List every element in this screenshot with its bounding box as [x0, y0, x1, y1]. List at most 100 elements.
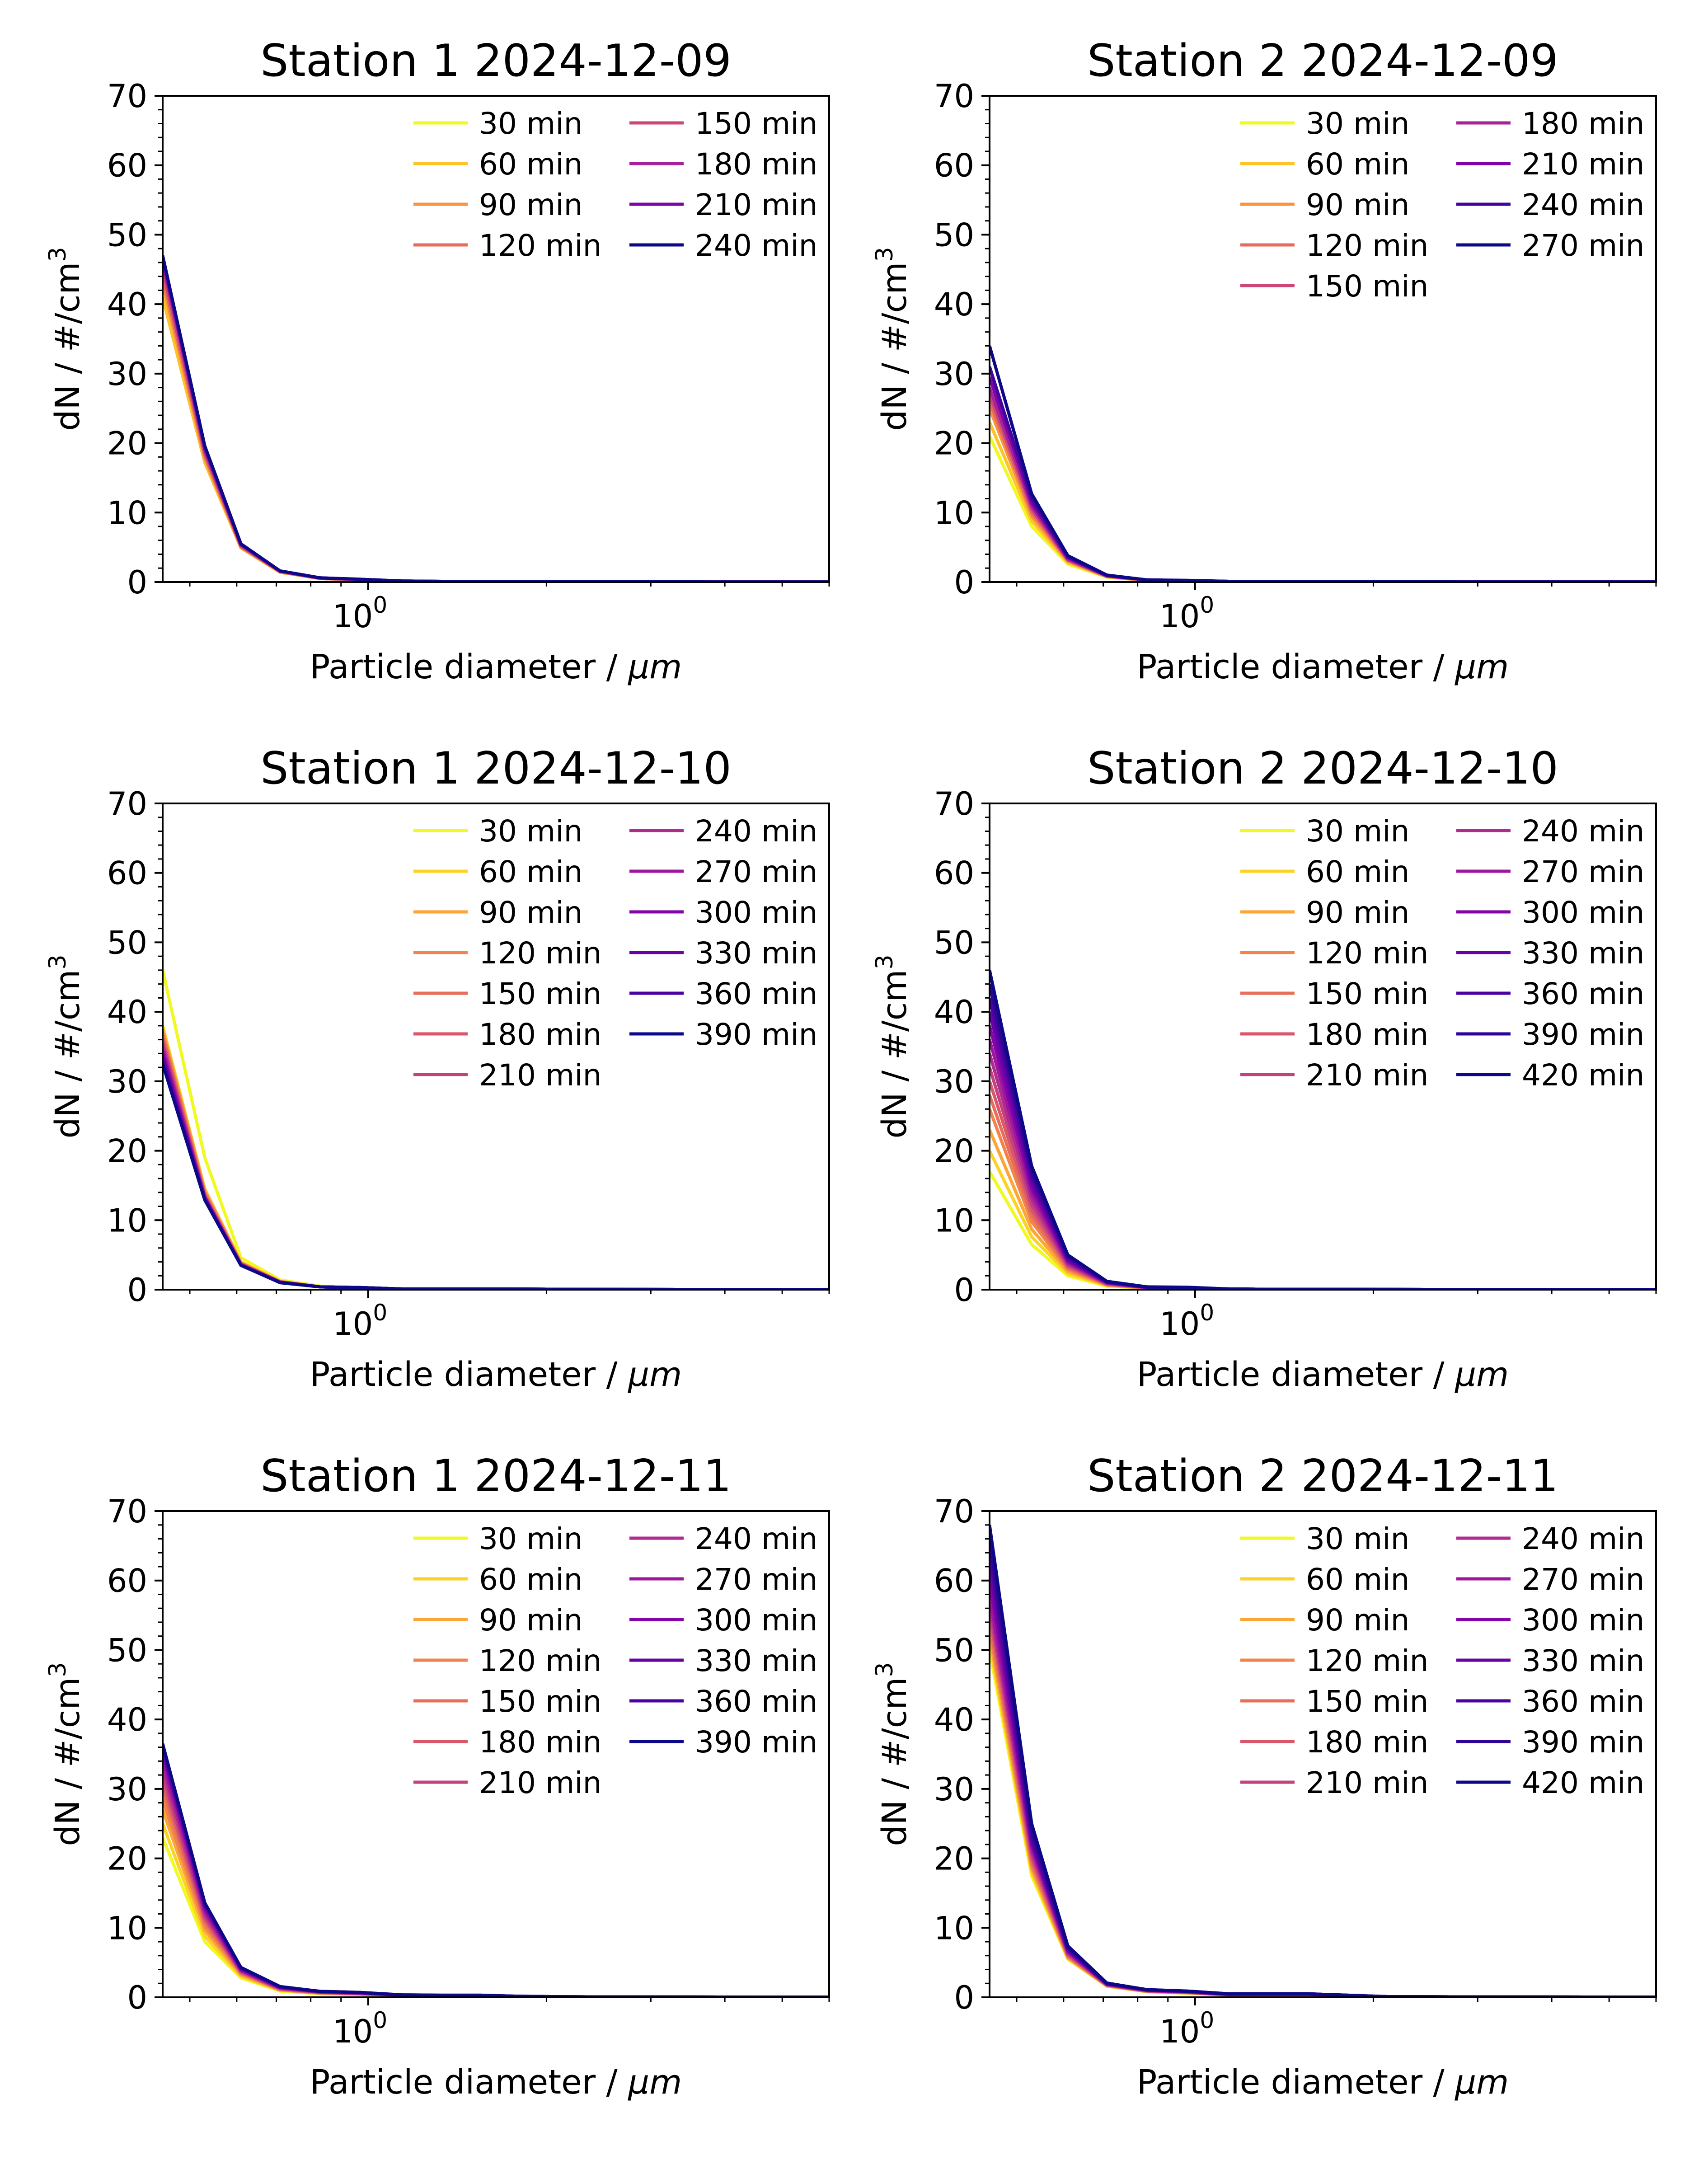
legend-label: 240 min — [695, 814, 817, 849]
legend-item: 330 min — [1456, 936, 1644, 971]
y-tick-label: 50 — [107, 924, 147, 961]
legend-label: 180 min — [479, 1725, 601, 1760]
y-tick-label: 20 — [107, 425, 147, 462]
chart-panel: Station 1 2024-12-10010203040506070100Pa… — [44, 743, 830, 1394]
y-tick-label: 30 — [107, 1063, 147, 1100]
x-axis-label: Particle diameter / μm — [310, 2063, 682, 2102]
y-tick-label: 50 — [934, 1632, 974, 1669]
legend-label: 390 min — [695, 1017, 817, 1052]
legend-label: 120 min — [1306, 1643, 1428, 1678]
legend-label: 390 min — [695, 1725, 817, 1760]
legend-label: 60 min — [1306, 147, 1409, 182]
legend-label: 360 min — [695, 1684, 817, 1719]
legend-item: 270 min — [1456, 228, 1644, 263]
legend-label: 90 min — [479, 188, 582, 222]
legend-label: 150 min — [479, 977, 601, 1011]
legend-item: 330 min — [629, 936, 817, 971]
legend-item: 120 min — [1240, 228, 1428, 263]
legend-item: 300 min — [629, 895, 817, 930]
legend-item: 240 min — [1456, 814, 1644, 849]
axes-frame — [989, 1510, 1657, 1998]
legend-item: 360 min — [1456, 977, 1644, 1011]
legend-item: 180 min — [629, 147, 817, 182]
legend-label: 30 min — [479, 106, 582, 141]
y-tick-label: 60 — [107, 855, 147, 892]
legend-item: 180 min — [413, 1725, 601, 1760]
chart-title: Station 2 2024-12-11 — [1087, 1451, 1558, 1502]
y-tick-label: 30 — [107, 356, 147, 393]
legend-label: 390 min — [1522, 1017, 1644, 1052]
x-tick-exponent: 0 — [1200, 2007, 1214, 2033]
legend-item: 90 min — [1240, 1603, 1409, 1638]
y-tick-label: 0 — [954, 1979, 974, 2016]
legend-label: 180 min — [1522, 106, 1644, 141]
legend-item: 240 min — [1456, 188, 1644, 222]
legend-label: 150 min — [1306, 1684, 1428, 1719]
y-axis-label-text: dN / #/cm — [875, 970, 914, 1139]
y-tick-label: 20 — [107, 1133, 147, 1170]
legend-item: 360 min — [629, 977, 817, 1011]
legend-item: 330 min — [629, 1643, 817, 1678]
legend-item: 30 min — [1240, 814, 1409, 849]
y-tick-label: 30 — [107, 1771, 147, 1808]
legend-label: 330 min — [695, 1643, 817, 1678]
y-tick-label: 50 — [107, 216, 147, 254]
legend-item: 60 min — [413, 854, 582, 889]
chart-panel: Station 2 2024-12-09010203040506070100Pa… — [871, 35, 1657, 686]
legend-label: 60 min — [1306, 854, 1409, 889]
legend-item: 420 min — [1456, 1765, 1644, 1800]
legend-item: 270 min — [1456, 854, 1644, 889]
y-tick-label: 70 — [107, 785, 147, 822]
y-tick-label: 20 — [107, 1840, 147, 1878]
legend-label: 60 min — [479, 1562, 582, 1597]
legend-item: 30 min — [413, 814, 582, 849]
y-axis-label-text: dN / #/cm — [875, 1677, 914, 1846]
y-tick-label: 40 — [934, 994, 974, 1031]
legend-item: 120 min — [413, 936, 601, 971]
y-tick-label: 10 — [107, 494, 147, 531]
legend-label: 420 min — [1522, 1765, 1644, 1800]
legend-item: 90 min — [1240, 188, 1409, 222]
legend-item: 60 min — [1240, 147, 1409, 182]
legend-item: 270 min — [1456, 1562, 1644, 1597]
x-tick-exponent: 0 — [1200, 592, 1214, 618]
y-axis-label-text: dN / #/cm — [48, 970, 87, 1139]
legend-label: 90 min — [1306, 188, 1409, 222]
x-axis-label-unit: μm — [1455, 2063, 1509, 2102]
legend-label: 150 min — [479, 1684, 601, 1719]
y-axis-label: dN / #/cm3 — [44, 247, 87, 431]
legend-label: 240 min — [695, 1521, 817, 1556]
legend-label: 330 min — [1522, 936, 1644, 971]
y-tick-label: 10 — [107, 1202, 147, 1239]
x-tick-exponent: 0 — [1200, 1300, 1214, 1326]
x-axis-label: Particle diameter / μm — [1137, 1355, 1509, 1394]
legend-item: 150 min — [413, 1684, 601, 1719]
legend-label: 180 min — [695, 147, 817, 182]
legend: 30 min 60 min 90 min 120 min 150 min 180 min 2… — [413, 1521, 817, 1800]
y-tick-label: 10 — [934, 494, 974, 531]
chart-panel: Station 1 2024-12-11010203040506070100Pa… — [44, 1451, 830, 2102]
x-axis-label-text: Particle diameter / — [1137, 648, 1455, 686]
y-axis-label-exponent: 3 — [871, 1662, 898, 1677]
legend-label: 30 min — [479, 1521, 582, 1556]
legend-item: 360 min — [629, 1684, 817, 1719]
legend-label: 270 min — [1522, 854, 1644, 889]
x-tick-label: 100 — [333, 592, 387, 635]
y-tick-label: 40 — [107, 1701, 147, 1738]
y-axis-label: dN / #/cm3 — [44, 1662, 87, 1846]
x-axis-label: Particle diameter / μm — [310, 648, 682, 686]
y-tick-label: 20 — [934, 1840, 974, 1878]
legend-item: 90 min — [413, 188, 582, 222]
y-tick-label: 70 — [107, 78, 147, 115]
legend-item: 30 min — [413, 106, 582, 141]
legend-item: 390 min — [1456, 1017, 1644, 1052]
y-tick-label: 40 — [107, 994, 147, 1031]
legend-label: 90 min — [479, 1603, 582, 1638]
legend-label: 300 min — [695, 895, 817, 930]
legend-item: 210 min — [413, 1058, 601, 1093]
y-tick-label: 40 — [934, 286, 974, 323]
legend-label: 180 min — [479, 1017, 601, 1052]
chart-title: Station 1 2024-12-09 — [260, 35, 732, 87]
legend-label: 90 min — [479, 895, 582, 930]
legend-item: 90 min — [413, 895, 582, 930]
